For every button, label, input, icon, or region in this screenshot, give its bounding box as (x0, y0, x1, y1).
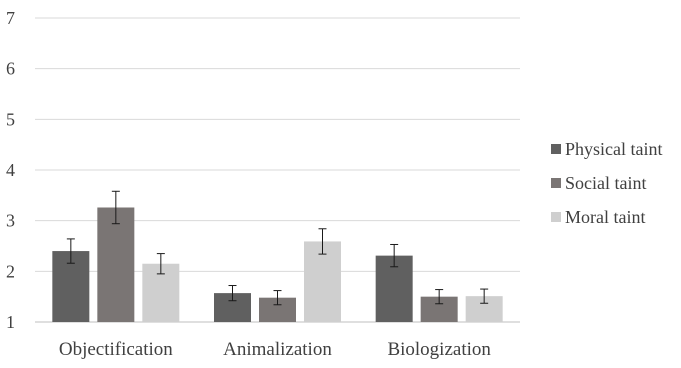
legend-label: Moral taint (565, 207, 645, 227)
x-category-label: Biologization (387, 339, 491, 360)
legend-label: Physical taint (565, 139, 663, 159)
y-tick-label: 3 (6, 211, 15, 231)
x-category-label: Objectification (59, 339, 173, 360)
legend-swatch (551, 144, 561, 154)
x-category-label: Animalization (223, 339, 332, 360)
bar (97, 207, 135, 322)
y-axis-ticks: 1 2 3 4 5 6 7 (6, 8, 15, 332)
legend-label: Social taint (565, 173, 646, 193)
bar (304, 241, 341, 322)
y-tick-label: 1 (6, 312, 15, 332)
legend-swatch (551, 212, 561, 222)
legend: Physical taint Social taint Moral taint (551, 139, 663, 227)
legend-swatch (551, 178, 561, 188)
y-tick-label: 7 (6, 8, 15, 28)
y-tick-label: 6 (6, 59, 15, 79)
error-bars (66, 190, 489, 306)
y-tick-label: 5 (6, 109, 15, 129)
y-tick-label: 4 (6, 160, 15, 180)
y-tick-label: 2 (6, 261, 15, 281)
x-axis-categories: Objectification Animalization Biologizatio… (59, 339, 492, 360)
